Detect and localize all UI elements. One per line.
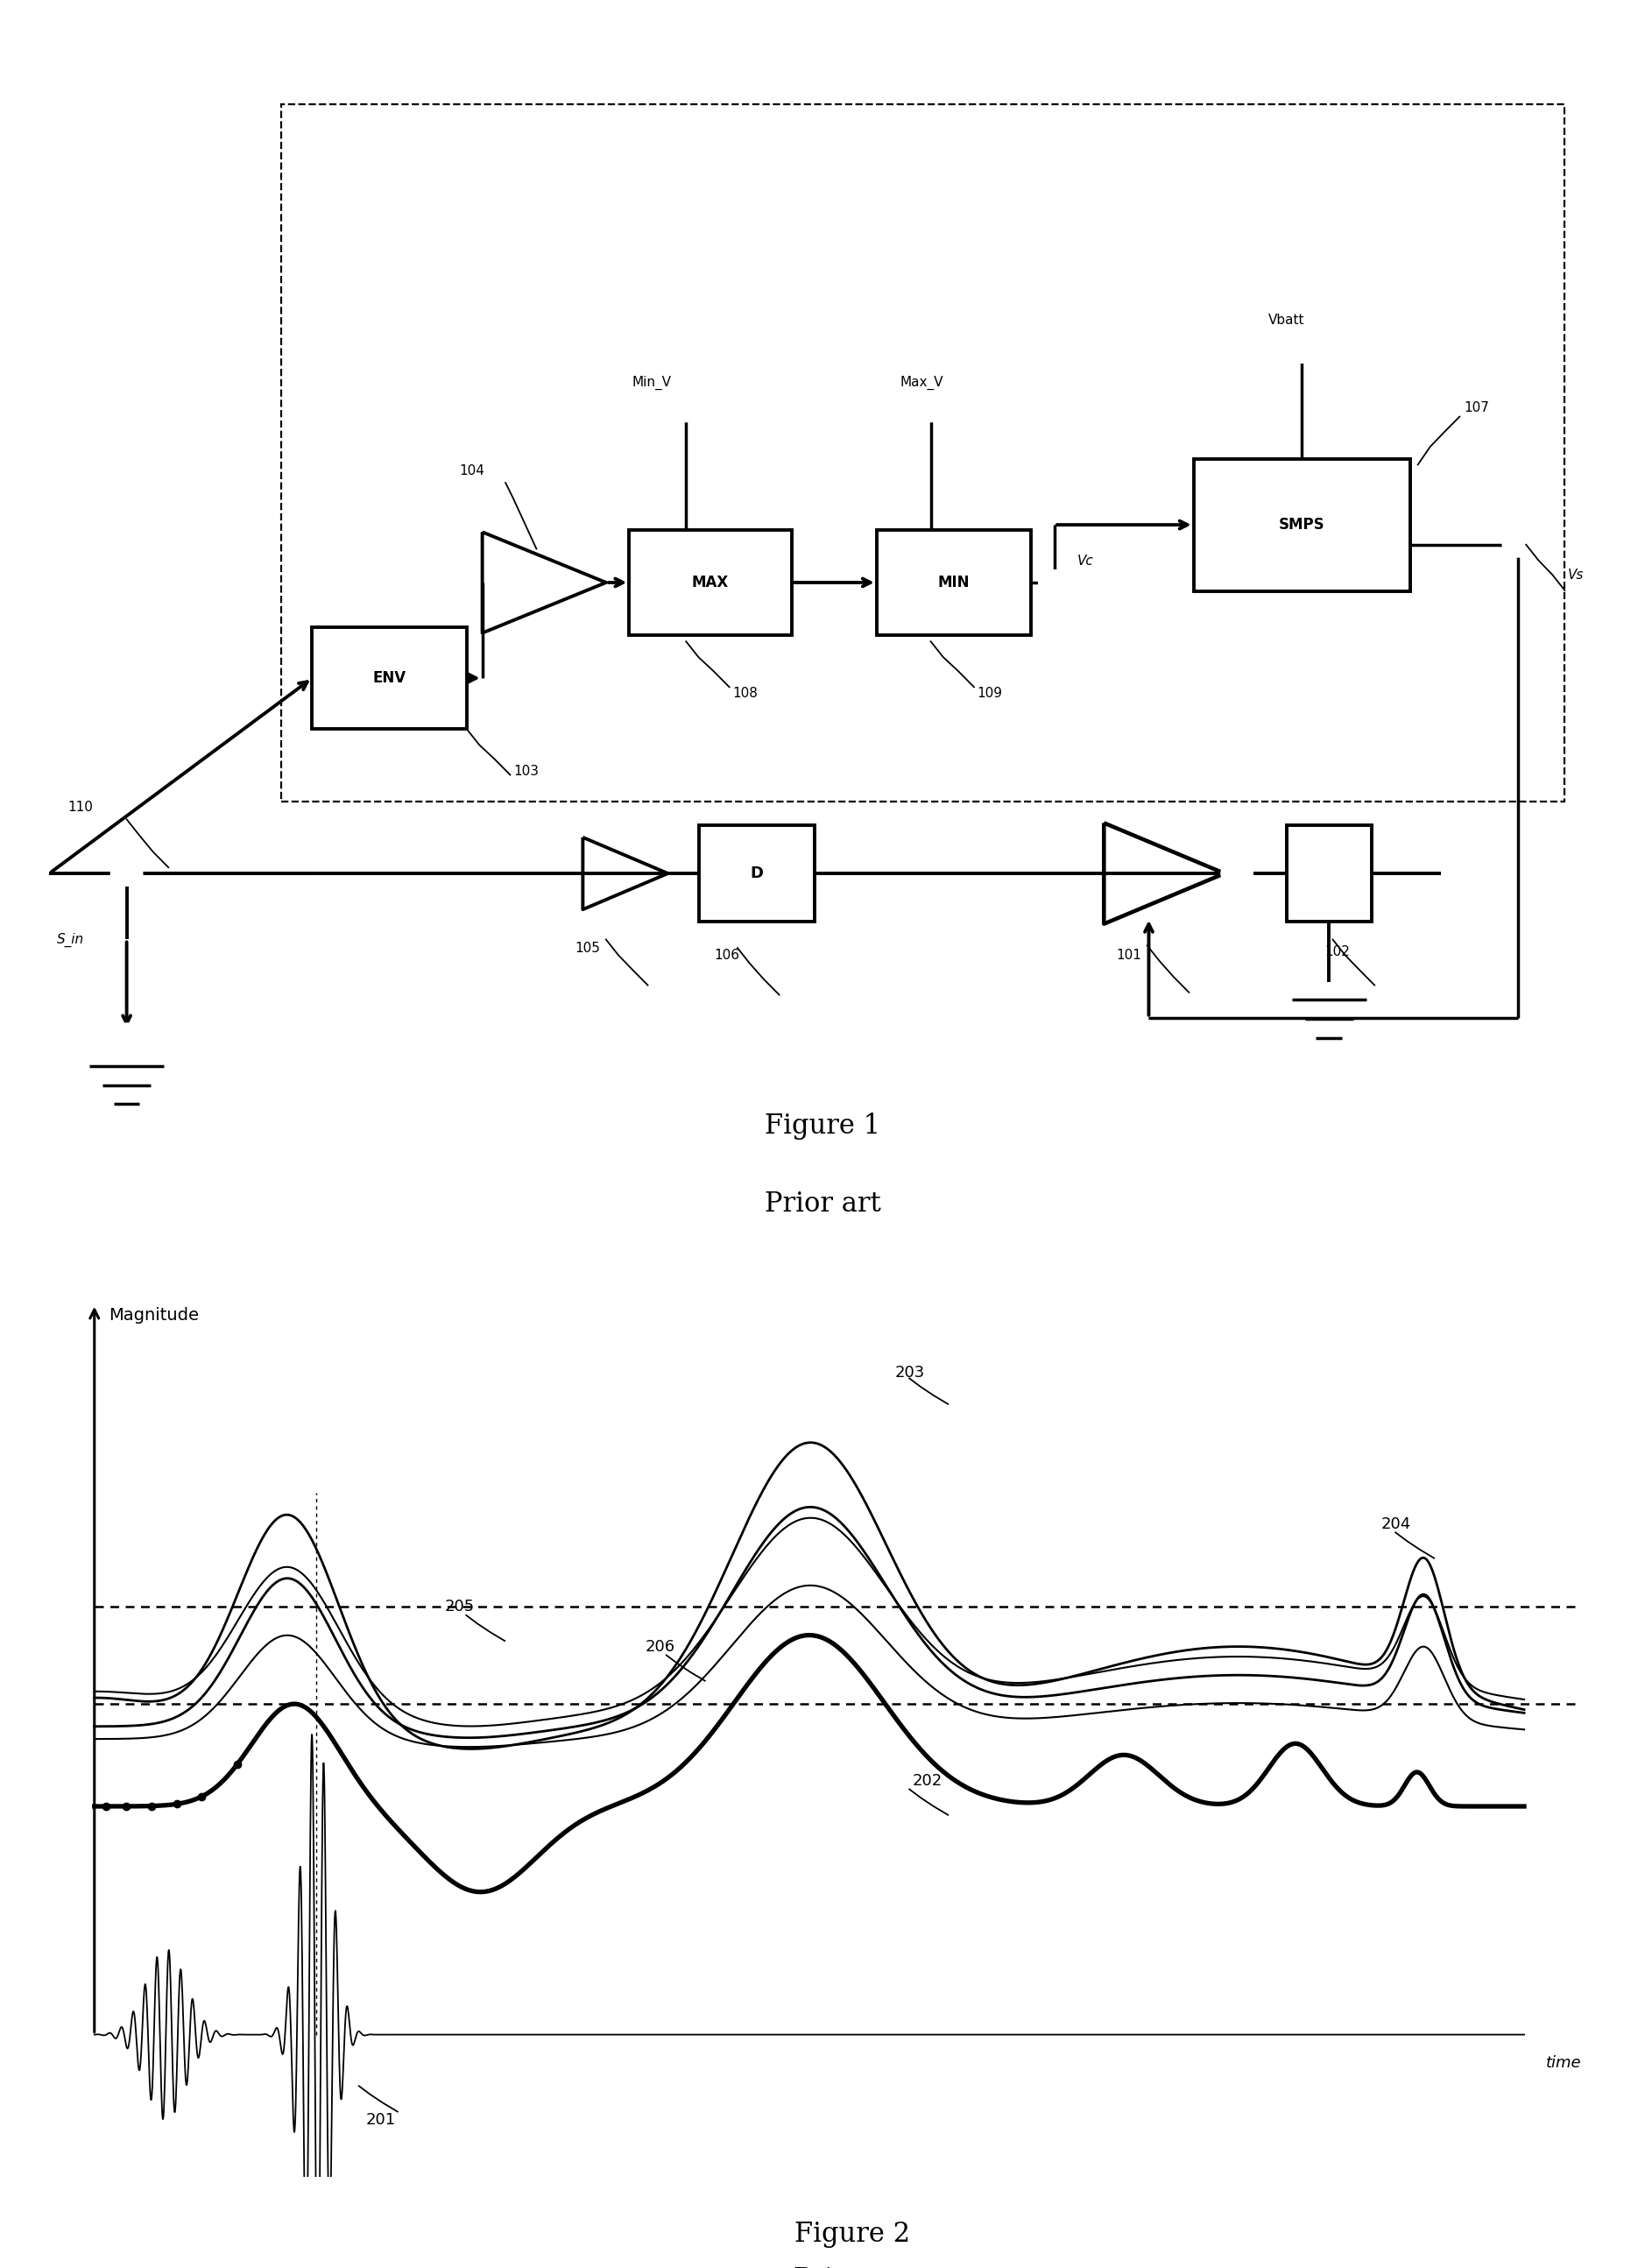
Text: Figure 1: Figure 1: [765, 1111, 880, 1139]
Text: 105: 105: [576, 941, 600, 955]
Text: SMPS: SMPS: [1278, 517, 1324, 533]
Text: 205: 205: [444, 1599, 475, 1615]
Text: 109: 109: [977, 687, 1002, 699]
Text: Min_V: Min_V: [632, 376, 671, 390]
Text: D: D: [750, 866, 763, 882]
Text: 107: 107: [1464, 401, 1489, 415]
Text: time: time: [1546, 2055, 1581, 2071]
Text: S_in: S_in: [58, 932, 84, 946]
Circle shape: [1040, 572, 1069, 594]
Circle shape: [1286, 338, 1318, 363]
Bar: [313, 626, 467, 730]
Text: 108: 108: [732, 687, 758, 699]
Circle shape: [112, 862, 141, 885]
Text: 201: 201: [367, 2112, 396, 2127]
Bar: [877, 531, 1031, 635]
Text: Magnitude: Magnitude: [109, 1306, 199, 1325]
Bar: [281, 104, 1564, 801]
Text: MAX: MAX: [693, 574, 729, 590]
Bar: [1286, 826, 1372, 921]
Bar: [699, 826, 814, 921]
Bar: [1194, 458, 1410, 592]
Text: 204: 204: [1382, 1515, 1411, 1531]
Text: Vbatt: Vbatt: [1268, 313, 1304, 327]
Text: 206: 206: [645, 1640, 674, 1653]
Text: 203: 203: [895, 1365, 924, 1381]
Bar: [630, 531, 791, 635]
Text: 101: 101: [1117, 948, 1142, 962]
Text: 103: 103: [513, 764, 538, 778]
Text: 106: 106: [714, 948, 740, 962]
Text: ENV: ENV: [373, 669, 406, 685]
Text: 104: 104: [459, 465, 484, 476]
Text: Vs: Vs: [1568, 567, 1584, 581]
Text: 202: 202: [913, 1774, 943, 1789]
Circle shape: [915, 397, 946, 422]
Text: Vc: Vc: [1077, 553, 1094, 567]
Circle shape: [671, 397, 701, 422]
Circle shape: [112, 1023, 141, 1048]
Text: 102: 102: [1326, 946, 1351, 957]
Circle shape: [1222, 862, 1252, 885]
Text: 110: 110: [67, 801, 94, 814]
Text: Prior art: Prior art: [765, 1191, 880, 1218]
Text: Figure 2: Figure 2: [795, 2220, 910, 2248]
Circle shape: [1504, 533, 1533, 556]
Text: Max_V: Max_V: [900, 376, 943, 390]
Text: MIN: MIN: [938, 574, 971, 590]
